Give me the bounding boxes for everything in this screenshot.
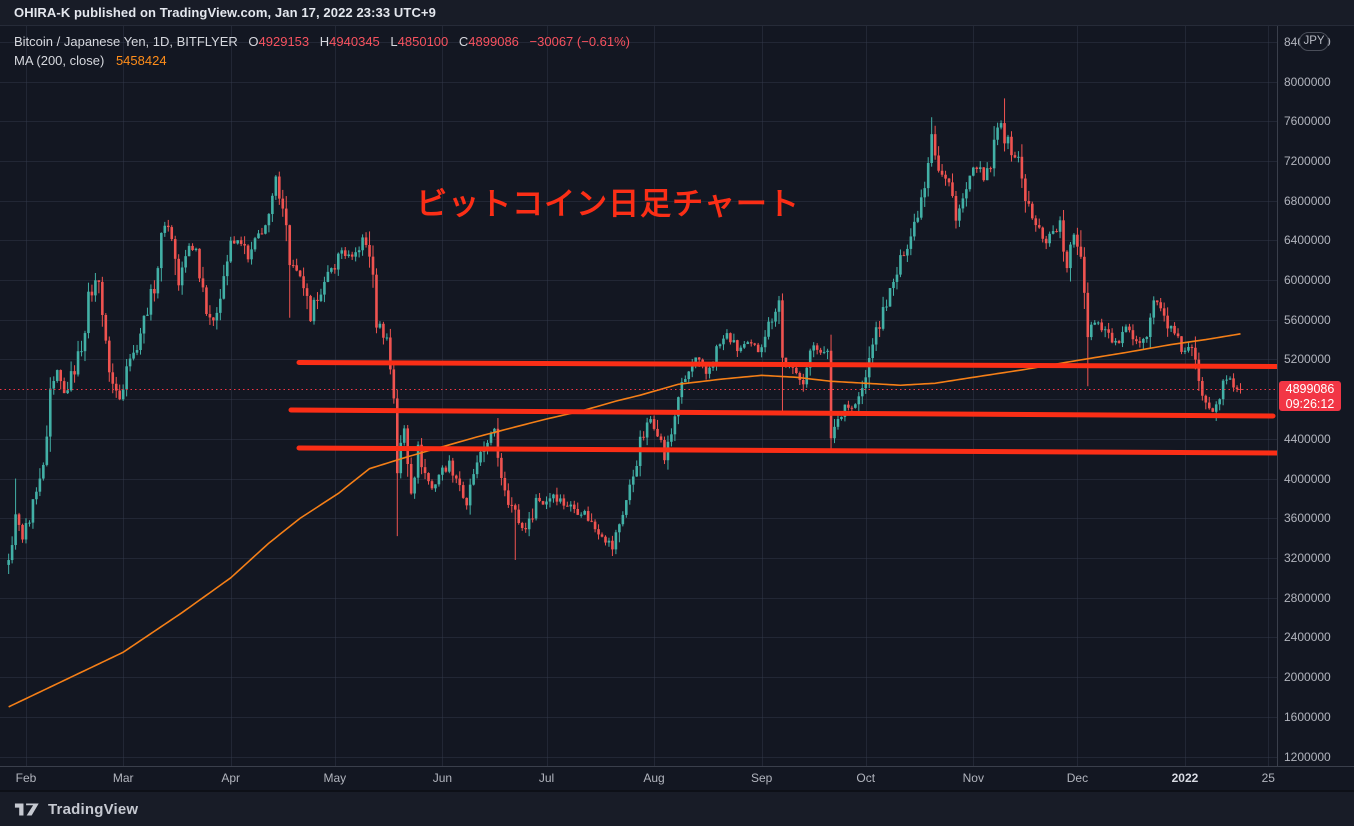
time-tick-label: Oct bbox=[856, 771, 876, 785]
time-tick-label: Mar bbox=[112, 771, 134, 785]
chart-pane: Bitcoin / Japanese Yen, 1D, BITFLYER O49… bbox=[0, 26, 1277, 766]
close-label: C bbox=[458, 34, 469, 49]
high-value: 4940345 bbox=[329, 34, 380, 49]
bar-countdown: 09:26:12 bbox=[1285, 396, 1335, 411]
price-tick-label: 5200000 bbox=[1284, 352, 1331, 367]
price-tick-label: 1200000 bbox=[1284, 749, 1331, 764]
price-tick-label: 2000000 bbox=[1284, 670, 1331, 685]
currency-badge[interactable]: JPY bbox=[1299, 32, 1329, 52]
price-tick-label: 6400000 bbox=[1284, 233, 1331, 248]
footer-bar: TradingView bbox=[0, 790, 1354, 826]
price-tick-label: 7600000 bbox=[1284, 114, 1331, 129]
time-tick-label: Nov bbox=[962, 771, 984, 785]
price-tick-label: 8000000 bbox=[1284, 74, 1331, 89]
close-value: 4899086 bbox=[468, 34, 519, 49]
current-price-value: 4899086 bbox=[1285, 382, 1335, 397]
time-tick-label: 25 bbox=[1261, 771, 1275, 785]
price-tick-label: 4000000 bbox=[1284, 471, 1331, 486]
attribution-bar: OHIRA-K published on TradingView.com, Ja… bbox=[0, 0, 1354, 26]
chart-canvas[interactable] bbox=[0, 26, 1277, 766]
low-label: L bbox=[390, 34, 398, 49]
price-tick-label: 3600000 bbox=[1284, 511, 1331, 526]
tradingview-logo[interactable]: TradingView bbox=[14, 801, 138, 818]
ma-value: 5458424 bbox=[115, 53, 167, 68]
symbol-title: Bitcoin / Japanese Yen, 1D, BITFLYER bbox=[14, 34, 238, 49]
price-axis[interactable]: JPY 4899086 09:26:12 8400000800000076000… bbox=[1277, 26, 1354, 766]
time-tick-label: Jun bbox=[432, 771, 453, 785]
tradingview-logo-icon bbox=[14, 802, 40, 817]
time-tick-label: Dec bbox=[1066, 771, 1089, 785]
time-tick-label: Apr bbox=[221, 771, 241, 785]
open-value: 4929153 bbox=[258, 34, 310, 49]
change-value: −30067 (−0.61%) bbox=[529, 34, 631, 49]
price-tick-label: 5600000 bbox=[1284, 312, 1331, 327]
chart-annotation: ビットコイン日足チャート bbox=[416, 186, 800, 222]
time-tick-label: May bbox=[323, 771, 347, 785]
time-tick-label: Aug bbox=[643, 771, 665, 785]
price-tick-label: 6800000 bbox=[1284, 193, 1331, 208]
time-tick-label: Jul bbox=[538, 771, 555, 785]
price-tick-label: 2400000 bbox=[1284, 630, 1331, 645]
price-tick-label: 7200000 bbox=[1284, 153, 1331, 168]
current-price-label: 4899086 09:26:12 bbox=[1279, 381, 1341, 412]
legend-ma-row: MA (200, close) 5458424 bbox=[14, 51, 630, 70]
time-tick-label: Feb bbox=[15, 771, 37, 785]
low-value: 4850100 bbox=[397, 34, 449, 49]
time-tick-label: 2022 bbox=[1171, 771, 1199, 785]
tradingview-logo-text: TradingView bbox=[48, 800, 139, 818]
time-tick-label: Sep bbox=[750, 771, 773, 785]
open-label: O bbox=[248, 34, 259, 49]
legend-symbol-row: Bitcoin / Japanese Yen, 1D, BITFLYER O49… bbox=[14, 32, 630, 51]
chart-legend: Bitcoin / Japanese Yen, 1D, BITFLYER O49… bbox=[14, 32, 630, 70]
price-tick-label: 4400000 bbox=[1284, 431, 1331, 446]
ma-label: MA (200, close) bbox=[14, 53, 105, 68]
attribution-text: OHIRA-K published on TradingView.com, Ja… bbox=[14, 5, 436, 20]
price-tick-label: 2800000 bbox=[1284, 590, 1331, 605]
high-label: H bbox=[319, 34, 330, 49]
price-tick-label: 1600000 bbox=[1284, 709, 1331, 724]
price-tick-label: 3200000 bbox=[1284, 550, 1331, 565]
time-axis[interactable]: Feb Mar Apr May Jun Jul Aug Sep Oct Nov Dec 2022 25 bbox=[0, 766, 1354, 790]
price-tick-label: 6000000 bbox=[1284, 273, 1331, 288]
